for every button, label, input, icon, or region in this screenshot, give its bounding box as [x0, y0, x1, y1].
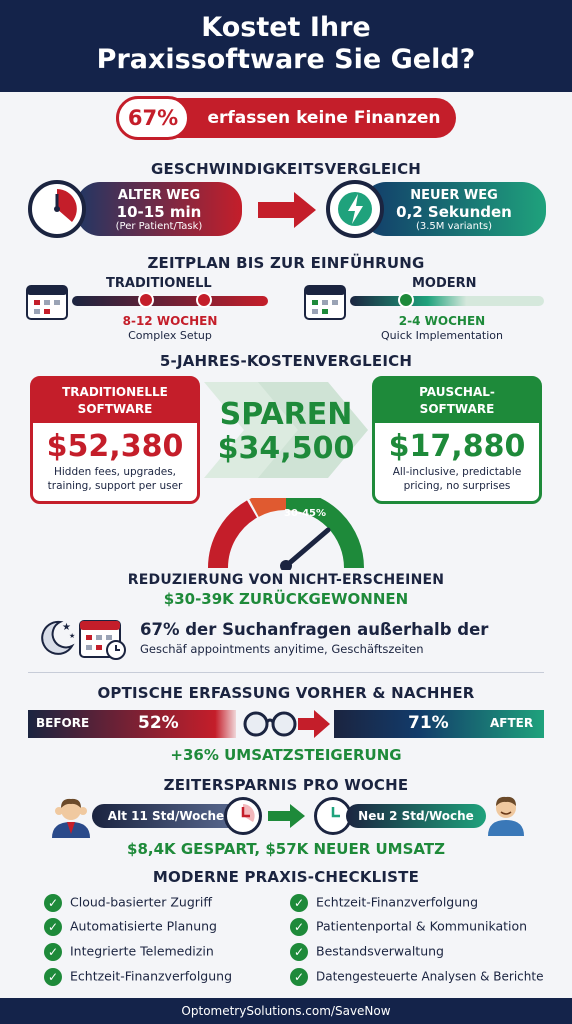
timeline-modern-value: 2-4 WOCHEN — [398, 314, 486, 328]
traditional-cost-header: TRADITIONELLE SOFTWARE — [33, 379, 197, 423]
timeline-title: ZEITPLAN BIS ZUR EINFÜHRUNG — [147, 254, 425, 272]
new-way-value: 0,2 Sekunden — [396, 203, 512, 221]
page-title: Kostet Ihre Praxissoftware Sie Geld? — [0, 12, 572, 76]
check-icon: ✓ — [290, 968, 308, 986]
after-label: AFTER — [490, 716, 534, 730]
gauge-label: 30-45% — [284, 508, 327, 519]
new-way-pill: NEUER WEG 0,2 Sekunden (3.5M variants) — [362, 182, 546, 236]
traditional-note-line-1: Hidden fees, upgrades, — [53, 466, 177, 478]
arrow-right-green-icon — [268, 802, 306, 834]
search-stat-line-1: 67% der Suchanfragen außerhalb der — [140, 620, 489, 639]
speed-title: GESCHWINDIGKEITSVERGLEICH — [150, 160, 422, 178]
timeline-marker — [138, 292, 154, 308]
savings-block: SPAREN $34,500 — [200, 398, 372, 466]
timesave-old: Alt 11 Std/Woche — [92, 804, 240, 828]
timeline-modern-label: MODERN — [412, 276, 477, 291]
timesave-result: $8,4K GESPART, $57K NEUER UMSATZ — [127, 840, 445, 858]
flat-price: $17,880 — [388, 429, 526, 464]
svg-text:★: ★ — [62, 622, 71, 633]
happy-person-icon — [484, 792, 528, 840]
stat-text: erfassen keine Finanzen — [207, 108, 441, 128]
timeline-marker — [196, 292, 212, 308]
header-banner — [0, 0, 572, 92]
flat-cost-box: PAUSCHAL- SOFTWARE $17,880 All-inclusive… — [372, 376, 542, 504]
after-bar — [334, 710, 544, 738]
check-icon: ✓ — [44, 943, 62, 961]
noshow-title: REDUZIERUNG VON NICHT-ERSCHEINEN — [127, 572, 445, 588]
after-value: 71% — [408, 713, 449, 733]
timeline-traditional-bar — [72, 296, 268, 306]
checklist-title: MODERNE PRAXIS-CHECKLISTE — [152, 868, 420, 886]
checklist-item: ✓ Patientenportal & Kommunikation — [290, 918, 527, 936]
arrow-right-red-icon — [258, 190, 318, 234]
footer-url[interactable]: OptometrySolutions.com/SaveNow — [0, 998, 572, 1024]
title-line-1: Kostet Ihre — [201, 12, 371, 43]
timeline-modern-bar — [350, 296, 544, 306]
traditional-head-line-1: TRADITIONELLE — [62, 385, 168, 399]
gauge-icon — [206, 490, 366, 574]
glasses-arrow-icon — [240, 706, 332, 746]
checklist-item: ✓ Echtzeit-Finanzverfolgung — [44, 968, 232, 986]
timesave-title: ZEITERSPARNIS PRO WOCHE — [163, 776, 409, 794]
traditional-cost-box: TRADITIONELLE SOFTWARE $52,380 Hidden fe… — [30, 376, 200, 504]
before-value: 52% — [138, 713, 179, 733]
flat-note: All-inclusive, predictable pricing, no s… — [381, 465, 533, 493]
check-icon: ✓ — [44, 918, 62, 936]
before-label: BEFORE — [36, 716, 90, 730]
checklist-item: ✓ Automatisierte Planung — [44, 918, 217, 936]
chevron-arrows-icon — [204, 382, 368, 482]
search-stat-line-2: Geschäf appointments anyitime, Geschäfts… — [140, 642, 424, 656]
divider — [28, 672, 544, 673]
svg-text:★: ★ — [69, 632, 75, 640]
timeline-traditional-note: Complex Setup — [128, 329, 212, 342]
flat-note-line-2: pricing, no surprises — [403, 480, 511, 492]
traditional-note: Hidden fees, upgrades, training, support… — [39, 465, 191, 493]
checklist-item: ✓ Echtzeit-Finanzverfolgung — [290, 894, 478, 912]
check-icon: ✓ — [290, 943, 308, 961]
moon-stars-icon: ★ ★ — [38, 616, 78, 660]
savings-word: SPAREN — [219, 397, 353, 432]
calendar-red-icon — [26, 282, 68, 324]
new-way-label: NEUER WEG — [410, 188, 498, 203]
flat-head-line-1: PAUSCHAL- — [419, 385, 495, 399]
check-icon: ✓ — [290, 918, 308, 936]
traditional-price: $52,380 — [46, 429, 184, 464]
new-way-note: (3.5M variants) — [415, 221, 493, 232]
clock-red-icon — [224, 797, 262, 835]
flat-note-line-1: All-inclusive, predictable — [392, 466, 522, 478]
old-way-pill: ALTER WEG 10-15 min (Per Patient/Task) — [76, 182, 242, 236]
timeline-traditional-value: 8-12 WOCHEN — [122, 314, 218, 328]
timeline-marker — [398, 292, 414, 308]
stopwatch-lightning-icon — [326, 180, 384, 238]
traditional-head-line-2: SOFTWARE — [77, 402, 153, 416]
check-icon: ✓ — [44, 894, 62, 912]
stressed-person-icon — [48, 794, 94, 842]
timeline-modern-note: Quick Implementation — [381, 329, 503, 342]
checklist-item: ✓ Bestandsverwaltung — [290, 943, 444, 961]
costs-title: 5-JAHRES-KOSTENVERGLEICH — [159, 352, 413, 370]
before-bar — [28, 710, 236, 738]
optical-title: OPTISCHE ERFASSUNG VORHER & NACHHER — [97, 684, 475, 702]
flat-cost-header: PAUSCHAL- SOFTWARE — [375, 379, 539, 423]
old-way-note: (Per Patient/Task) — [115, 221, 203, 232]
stopwatch-red-icon — [28, 180, 86, 238]
traditional-note-line-2: training, support per user — [47, 480, 183, 492]
checklist-item: ✓ Integrierte Telemedizin — [44, 943, 214, 961]
title-line-2: Praxissoftware Sie Geld? — [96, 44, 476, 75]
checklist-item: ✓ Cloud-basierter Zugriff — [44, 894, 212, 912]
check-icon: ✓ — [290, 894, 308, 912]
flat-head-line-2: SOFTWARE — [419, 402, 495, 416]
timeline-traditional-label: TRADITIONELL — [106, 276, 212, 291]
timesave-new: Neu 2 Std/Woche — [346, 804, 486, 828]
check-icon: ✓ — [44, 968, 62, 986]
checklist-item: ✓ Datengesteuerte Analysen & Berichte — [290, 968, 543, 986]
old-way-value: 10-15 min — [116, 203, 202, 221]
noshow-subtitle: $30-39K ZURÜCKGEWONNEN — [163, 590, 409, 608]
old-way-label: ALTER WEG — [117, 188, 201, 203]
calendar-green-icon — [304, 282, 346, 324]
stat-value: 67% — [116, 96, 190, 140]
optical-increase: +36% UMSATZSTEIGERUNG — [170, 746, 402, 764]
calendar-clock-icon — [78, 616, 128, 664]
savings-value: $34,500 — [217, 431, 355, 466]
